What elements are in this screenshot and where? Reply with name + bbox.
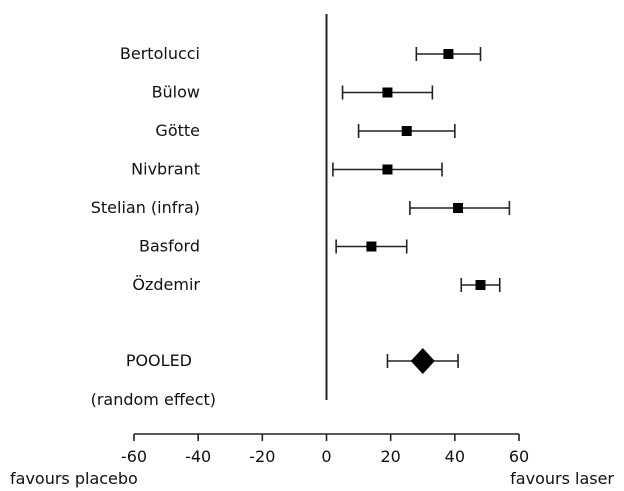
x-tick-label: 20	[380, 447, 400, 466]
point-estimate	[382, 87, 393, 98]
study-rows: Bertolucci Bülow Götte Nivbrant Stelian (inf…	[91, 44, 511, 294]
pooled-label: POOLED	[126, 351, 192, 370]
study-label: Götte	[155, 121, 200, 140]
x-tick-label: 60	[509, 447, 529, 466]
point-estimate	[401, 126, 412, 136]
study-row: Bertolucci	[120, 44, 482, 63]
x-tick-label: 40	[445, 447, 465, 466]
pooled-sublabel: (random effect)	[91, 390, 216, 409]
point-estimate	[443, 49, 454, 59]
study-row: Nivbrant	[131, 160, 443, 179]
point-estimate	[475, 280, 486, 290]
x-tick-label: -20	[249, 447, 275, 466]
x-tick-label: -60	[121, 447, 147, 466]
point-estimate	[382, 164, 393, 175]
point-estimate	[453, 203, 464, 213]
study-label: Özdemir	[132, 275, 200, 294]
x-tick-label: -40	[185, 447, 211, 466]
favours-placebo-label: favours placebo	[10, 469, 138, 488]
study-label: Bülow	[152, 83, 200, 102]
study-label: Basford	[139, 237, 200, 256]
point-estimate	[366, 241, 377, 252]
x-tick-label: 0	[321, 447, 331, 466]
study-row: Özdemir	[132, 275, 501, 294]
study-row: Basford	[139, 237, 408, 256]
study-label: Nivbrant	[131, 160, 200, 179]
study-label: Bertolucci	[120, 44, 200, 63]
study-row: Bülow	[152, 83, 434, 102]
study-row: Stelian (infra)	[91, 198, 511, 217]
favours-laser-label: favours laser	[510, 469, 614, 488]
pooled-row: POOLED (random effect)	[91, 348, 459, 409]
study-row: Götte	[155, 121, 456, 140]
pooled-diamond	[410, 348, 435, 374]
x-axis: -60 -40 -20 0 20 40 60	[121, 433, 529, 466]
study-label: Stelian (infra)	[91, 198, 200, 217]
